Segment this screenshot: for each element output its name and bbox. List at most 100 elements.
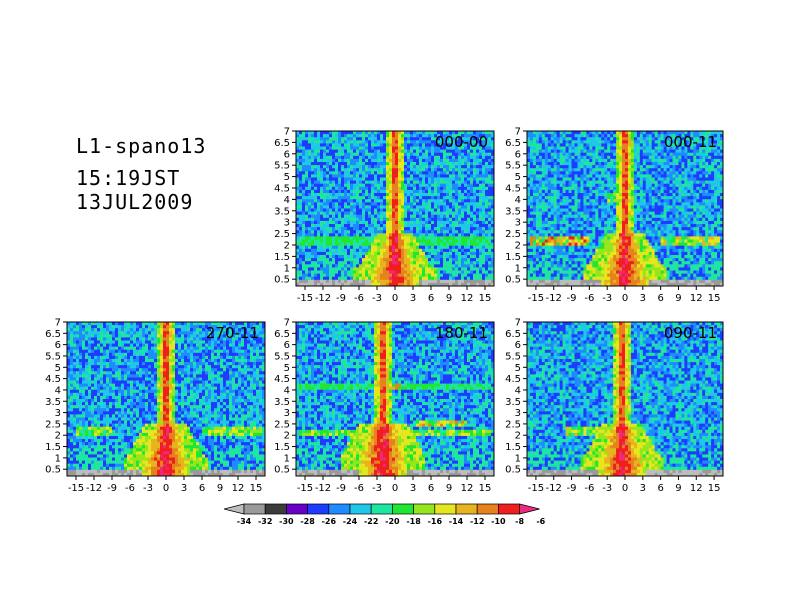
heat-cell (401, 273, 405, 278)
heat-cell (410, 180, 414, 185)
heat-cell (556, 236, 561, 240)
heat-cell (308, 183, 312, 188)
heat-cell (320, 264, 324, 268)
heat-cell (371, 162, 375, 166)
heat-cell (374, 267, 378, 271)
heat-cell (532, 242, 537, 247)
heat-cell (473, 248, 477, 253)
heat-cell (488, 273, 492, 278)
heat-cell (610, 248, 614, 253)
heat-cell (559, 155, 564, 160)
heat-cell (299, 217, 303, 222)
heat-cell (362, 205, 366, 209)
heat-cell (356, 177, 360, 181)
heat-cell (580, 220, 584, 225)
heat-cell (613, 258, 617, 262)
heat-cell (419, 211, 423, 216)
heat-cell (341, 199, 345, 203)
heat-cell (464, 267, 468, 271)
heat-cell (547, 193, 552, 197)
heat-cell (446, 224, 450, 228)
heat-cell (574, 230, 578, 234)
heat-cell (556, 202, 561, 206)
heat-cell (538, 137, 543, 141)
heat-cell (359, 149, 363, 154)
heat-cell (476, 230, 480, 234)
heat-cell (398, 186, 402, 191)
heat-cell (473, 189, 477, 194)
heat-cell (440, 255, 444, 259)
heat-cell (470, 227, 474, 231)
heat-cell (326, 267, 330, 271)
heat-cell (416, 248, 420, 253)
heat-cell (296, 220, 300, 225)
heat-cell (544, 171, 549, 175)
heat-cell (302, 279, 306, 284)
heat-cell (595, 251, 599, 256)
heat-cell (458, 155, 462, 160)
heat-cell (347, 165, 351, 169)
heat-cell (559, 174, 564, 178)
heat-cell (302, 270, 306, 274)
heat-cell (616, 276, 620, 281)
heat-cell (553, 189, 558, 194)
heat-cell (604, 264, 608, 268)
heat-cell (374, 199, 378, 203)
heat-cell (604, 245, 608, 250)
heat-cell (335, 131, 339, 135)
heat-cell (311, 264, 315, 268)
heat-cell (377, 193, 381, 197)
heat-cell (529, 143, 534, 147)
heat-cell (428, 270, 432, 274)
heat-cell (317, 261, 321, 265)
heat-cell (338, 134, 342, 138)
heat-cell (386, 134, 390, 138)
heat-cell (565, 239, 569, 243)
heat-cell (401, 264, 405, 268)
heat-cell (577, 261, 581, 265)
heat-cell (365, 183, 369, 188)
heat-cell (592, 267, 596, 271)
heat-cell (461, 233, 465, 237)
heat-cell (326, 140, 330, 144)
heat-cell (598, 251, 602, 256)
heat-cell (449, 273, 453, 278)
heat-cell (589, 236, 593, 240)
heat-cell (613, 137, 617, 141)
heat-cell (622, 202, 626, 206)
heat-cell (314, 224, 318, 228)
heat-cell (398, 162, 402, 166)
heat-cell (341, 279, 345, 284)
heat-cell (488, 137, 492, 141)
heat-cell (568, 205, 572, 209)
heat-cell (452, 143, 456, 147)
heat-cell (467, 180, 471, 185)
heat-cell (341, 196, 345, 200)
heat-cell (419, 236, 423, 240)
heat-cell (485, 248, 489, 253)
heat-cell (455, 255, 459, 259)
heat-cell (311, 267, 315, 271)
heat-cell (538, 155, 543, 160)
heat-cell (527, 261, 531, 265)
heat-cell (544, 208, 549, 212)
heat-cell (491, 149, 495, 154)
heat-cell (532, 146, 537, 150)
heat-cell (473, 245, 477, 250)
heat-cell (365, 279, 369, 284)
heat-cell (595, 146, 599, 150)
heat-cell (329, 279, 333, 284)
heat-cell (455, 174, 459, 178)
heat-cell (434, 168, 438, 172)
heat-cell (538, 245, 543, 250)
heat-cell (488, 171, 492, 175)
heat-cell (317, 137, 321, 141)
heat-cell (413, 245, 417, 250)
heat-cell (601, 134, 605, 138)
heat-cell (368, 199, 372, 203)
heat-cell (452, 152, 456, 157)
heat-cell (586, 193, 590, 197)
heat-cell (383, 251, 387, 256)
heat-cell (359, 174, 363, 178)
heat-cell (368, 189, 372, 194)
